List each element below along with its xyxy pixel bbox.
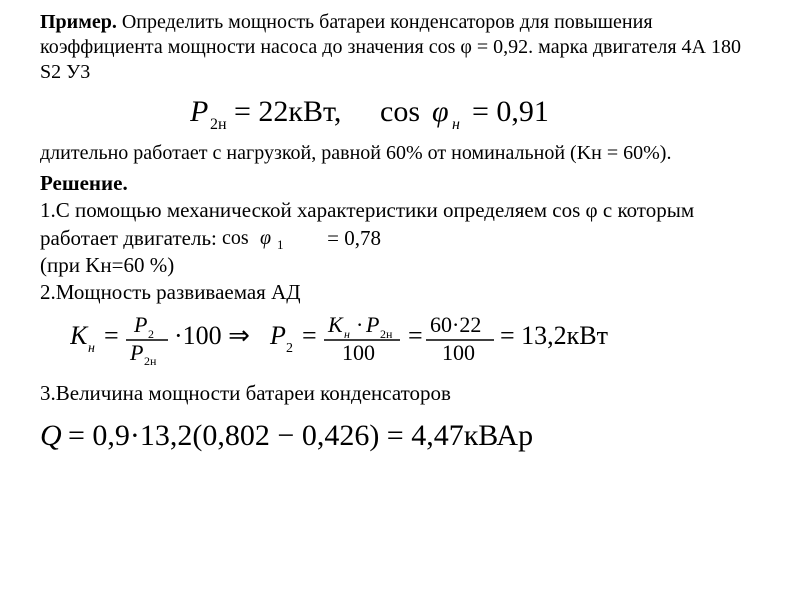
step-2: 2.Мощность развиваемая АД (40, 279, 760, 306)
step-1: 1.С помощью механической характеристики … (40, 197, 760, 279)
svg-text:К: К (70, 321, 89, 350)
phi-sym: φ (432, 95, 449, 128)
svg-text:φ: φ (260, 227, 271, 249)
svg-text:1: 1 (277, 237, 284, 251)
svg-text:н: н (344, 327, 350, 341)
svg-text:2н: 2н (380, 327, 393, 341)
svg-text:·100 ⇒: ·100 ⇒ (174, 321, 250, 350)
sub-n: н (452, 116, 460, 133)
svg-text:cos: cos (222, 227, 249, 249)
svg-text:= 0,9·13,2(0,802 − 0,426) = 4,: = 0,9·13,2(0,802 − 0,426) = 4,47кВАр (68, 419, 533, 452)
svg-text:60·22: 60·22 (430, 312, 481, 337)
svg-text:2: 2 (286, 341, 293, 356)
eq-091: = 0,91 (472, 95, 549, 128)
svg-text:н: н (88, 341, 95, 356)
formula-power: К н = P 2 P 2н ·100 ⇒ P 2 = К (70, 310, 760, 373)
svg-text:P: P (133, 312, 147, 337)
formula-given: P 2н = 22кВт, cos φ н = 0,91 (40, 91, 760, 137)
example-text: Определить мощность батареи конденсаторо… (40, 11, 741, 83)
svg-text:100: 100 (342, 340, 375, 365)
step1-val: = 0,78 (327, 226, 381, 250)
eq-22kW: = 22кВт, (234, 95, 341, 128)
solution-block: Решение. 1.С помощью механической характ… (40, 170, 760, 466)
svg-text:2н: 2н (144, 354, 157, 366)
example-intro: Пример. Определить мощность батареи конд… (40, 10, 760, 85)
sub-2n: 2н (210, 116, 227, 133)
svg-text:=: = (104, 321, 119, 350)
svg-text:=: = (408, 321, 423, 350)
svg-text:Q: Q (40, 419, 62, 452)
formula-q: Q = 0,9·13,2(0,802 − 0,426) = 4,47кВАр (40, 413, 760, 466)
solution-heading: Решение. (40, 171, 128, 195)
cosphi1-expr: cos φ 1 (222, 228, 327, 250)
svg-text:P: P (269, 321, 286, 350)
sym-P: P (190, 95, 208, 128)
continuation-text: длительно работает с нагрузкой, равной 6… (40, 141, 760, 166)
svg-text:P: P (365, 312, 379, 337)
svg-text:2: 2 (148, 327, 154, 341)
cos-text: cos (380, 95, 420, 128)
step1-text-b: (при Kн=60 %) (40, 253, 174, 277)
svg-text:·: · (356, 312, 363, 337)
svg-text:=: = (302, 321, 317, 350)
svg-text:P: P (129, 340, 143, 365)
example-label: Пример. (40, 11, 117, 33)
step-3: 3.Величина мощности батареи конденсаторо… (40, 380, 760, 407)
svg-text:= 13,2кВт: = 13,2кВт (500, 321, 608, 350)
svg-text:100: 100 (442, 340, 475, 365)
svg-text:К: К (327, 312, 344, 337)
